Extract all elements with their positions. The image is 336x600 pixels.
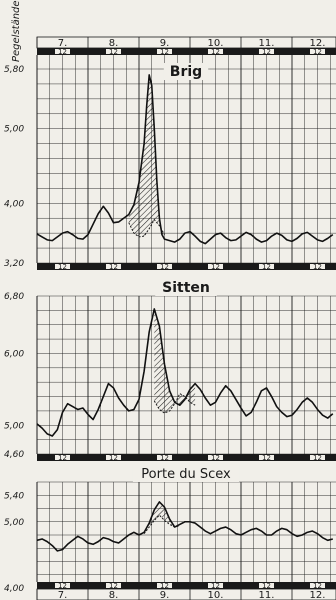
time-strips-layer	[36, 36, 336, 600]
y-tick-label: 6,80	[4, 292, 24, 302]
hour-box	[106, 264, 121, 269]
day-label: 7.	[58, 38, 68, 49]
y-tick-label: 4,00	[4, 199, 24, 209]
normal-curve	[153, 392, 196, 414]
day-label: 7.	[58, 590, 68, 600]
hour-box	[208, 455, 223, 460]
hour-label: 12	[109, 582, 118, 590]
panel-title: Brig	[170, 64, 202, 80]
hour-box	[259, 455, 274, 460]
day-label: 12.	[310, 590, 326, 600]
hour-label: 12	[262, 48, 271, 56]
data-layer	[36, 74, 334, 552]
hour-box	[208, 583, 223, 588]
panel-title-bg	[132, 465, 240, 482]
hour-box	[55, 455, 70, 460]
hour-label: 12	[109, 454, 118, 462]
y-tick-label: 5,00	[4, 518, 24, 528]
y-tick-label: 3,20	[4, 259, 24, 269]
hour-label: 12	[109, 263, 118, 271]
y-tick-label: 6,00	[4, 349, 24, 359]
day-label: 9.	[160, 38, 170, 49]
hour-box	[310, 264, 325, 269]
anomaly-hatch	[128, 74, 165, 240]
day-row	[36, 588, 336, 600]
y-tick-label: 4,00	[4, 584, 24, 594]
y-tick-label: 5,80	[4, 65, 24, 75]
panel-title-bg	[163, 63, 209, 80]
hour-label: 12	[109, 48, 118, 56]
hour-box	[259, 49, 274, 54]
hour-label: 12	[262, 454, 271, 462]
hour-label: 12	[262, 263, 271, 271]
hour-box	[106, 49, 121, 54]
hour-label: 12	[58, 454, 67, 462]
hour-label: 12	[160, 263, 169, 271]
hour-box	[157, 49, 172, 54]
hour-box	[157, 264, 172, 269]
hour-label: 12	[313, 454, 322, 462]
hour-box	[310, 49, 325, 54]
hour-box	[310, 455, 325, 460]
water-level-line	[36, 308, 334, 437]
y-tick-label: 5,40	[4, 491, 24, 501]
hour-box	[106, 583, 121, 588]
y-tick-label: 5,00	[4, 421, 24, 431]
hour-label: 12	[262, 582, 271, 590]
water-level-line	[36, 74, 334, 245]
anomaly-hatch	[144, 501, 180, 534]
hour-box	[310, 583, 325, 588]
day-label: 10.	[208, 590, 224, 600]
hour-label: 12	[211, 263, 220, 271]
grid-layer	[36, 55, 336, 589]
water-level-line	[36, 501, 334, 552]
anomaly-hatch	[154, 308, 196, 414]
hour-box	[55, 49, 70, 54]
hour-box	[157, 455, 172, 460]
hour-band	[37, 48, 336, 55]
panel-title: Sitten	[162, 280, 210, 296]
hour-label: 12	[160, 454, 169, 462]
day-label: 12.	[310, 38, 326, 49]
panel-title: Porte du Scex	[141, 467, 231, 482]
hour-box	[208, 264, 223, 269]
hour-box	[208, 49, 223, 54]
day-label: 11.	[259, 38, 275, 49]
hour-box	[55, 583, 70, 588]
hour-band	[37, 263, 336, 270]
hour-label: 12	[211, 454, 220, 462]
hour-box	[157, 583, 172, 588]
hour-label: 12	[313, 582, 322, 590]
hour-label: 12	[160, 48, 169, 56]
hour-box	[55, 264, 70, 269]
hour-label: 12	[58, 263, 67, 271]
hour-label: 12	[313, 263, 322, 271]
y-tick-label: 5,00	[4, 125, 24, 135]
hour-label: 12	[313, 48, 322, 56]
day-label: 10.	[208, 38, 224, 49]
hour-box	[106, 455, 121, 460]
y-axis-label: Pegelstände	[11, 0, 22, 62]
day-label: 8.	[109, 590, 119, 600]
hour-label: 12	[211, 48, 220, 56]
hour-label: 12	[211, 582, 220, 590]
hour-label: 12	[58, 582, 67, 590]
hour-band	[37, 582, 336, 589]
hour-label: 12	[58, 48, 67, 56]
day-label: 9.	[160, 590, 170, 600]
day-label: 11.	[259, 590, 275, 600]
hour-box	[259, 583, 274, 588]
hour-band	[37, 454, 336, 461]
hour-label: 12	[160, 582, 169, 590]
hour-box	[259, 264, 274, 269]
day-label: 8.	[109, 38, 119, 49]
panel-title-bg	[155, 279, 217, 296]
y-tick-label: 4,60	[4, 450, 24, 460]
day-row	[36, 36, 336, 49]
